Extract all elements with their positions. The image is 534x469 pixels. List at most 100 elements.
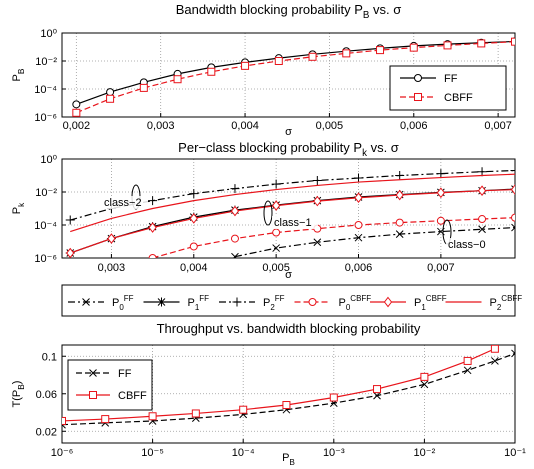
y-tick-label: 10⁻² xyxy=(35,56,57,68)
marker xyxy=(139,83,148,92)
marker xyxy=(414,74,422,82)
y-axis-label: Pk xyxy=(11,202,26,214)
marker xyxy=(511,349,515,358)
marker xyxy=(66,247,75,258)
series-line xyxy=(70,173,515,233)
marker xyxy=(272,228,281,237)
text-part: Bandwidth blocking probability P xyxy=(176,2,363,17)
marker xyxy=(230,184,240,194)
legend-box xyxy=(67,359,153,411)
marker xyxy=(477,39,486,48)
legend-label: P1FF xyxy=(188,294,210,312)
marker xyxy=(511,37,515,46)
marker xyxy=(491,357,499,365)
x-tick-label: 0,002 xyxy=(63,120,91,132)
plot-area xyxy=(62,345,515,429)
text-part: B xyxy=(289,458,295,467)
marker xyxy=(65,215,75,225)
x-tick-label: 0,007 xyxy=(427,262,455,274)
marker xyxy=(89,391,97,399)
marker xyxy=(420,380,429,389)
marker xyxy=(308,52,317,61)
marker xyxy=(106,94,115,103)
legend-sup: CBFF xyxy=(426,294,447,303)
legend-label: P2FF xyxy=(263,294,285,312)
marker xyxy=(409,43,418,52)
legend-name: P xyxy=(263,297,270,309)
legend-name: CBFF xyxy=(444,92,473,104)
marker xyxy=(354,192,363,204)
marker xyxy=(272,244,280,252)
marker xyxy=(511,223,515,232)
legend-box xyxy=(389,65,507,111)
text-part: P xyxy=(11,207,23,214)
plot-frame xyxy=(61,32,516,118)
annotation: class−0 xyxy=(448,239,486,251)
series-line xyxy=(76,40,515,105)
annotation-ellipse xyxy=(263,200,273,226)
marker xyxy=(510,184,515,195)
marker xyxy=(414,93,422,101)
legend-name: P xyxy=(188,297,195,309)
marker xyxy=(329,393,338,402)
marker xyxy=(477,185,487,197)
legend-sub: 0 xyxy=(119,303,124,312)
y-axis-label: PB xyxy=(11,68,26,81)
series-line xyxy=(70,188,515,254)
annotation-bg xyxy=(272,216,318,229)
text-part: ) xyxy=(11,381,23,385)
legend-sub: 0 xyxy=(346,303,351,312)
marker xyxy=(395,171,405,180)
legend-label: FF xyxy=(118,368,132,380)
text-part: B xyxy=(17,384,26,390)
marker xyxy=(354,173,364,183)
marker xyxy=(313,195,322,207)
marker xyxy=(106,88,115,97)
marker xyxy=(436,187,446,199)
marker xyxy=(463,366,472,375)
x-tick-label: 0,004 xyxy=(231,120,259,132)
marker xyxy=(376,46,385,55)
series-line xyxy=(62,352,515,426)
x-tick-label: 0,005 xyxy=(262,262,290,274)
marker xyxy=(173,75,182,84)
x-axis-label: PB xyxy=(282,452,295,467)
y-axis-label: T(PB) xyxy=(11,381,26,408)
legend-name: P xyxy=(490,297,497,309)
legend-label: CBFF xyxy=(118,390,147,402)
x-tick-label: 0,006 xyxy=(345,262,373,274)
marker xyxy=(395,230,404,238)
x-tick-label: 0,003 xyxy=(98,262,126,274)
y-tick-label: 10⁻² xyxy=(35,187,57,199)
series-line xyxy=(152,217,515,258)
legend-label: P2CBFF xyxy=(490,294,523,312)
y-tick-label: 10⁻⁴ xyxy=(34,220,57,232)
legend-name: P xyxy=(414,297,421,309)
marker xyxy=(383,296,393,308)
marker xyxy=(354,233,363,242)
text-part: B xyxy=(363,10,370,21)
y-tick-label: 0.06 xyxy=(36,389,57,401)
marker xyxy=(511,213,515,222)
marker xyxy=(189,242,198,251)
marker xyxy=(308,298,317,306)
marker xyxy=(189,213,198,224)
x-axis-label: σ xyxy=(285,269,292,281)
chart-title: Per−class blocking probability Pk vs. σ xyxy=(178,140,399,159)
marker xyxy=(443,41,452,50)
marker xyxy=(478,225,486,234)
marker xyxy=(312,175,322,185)
marker xyxy=(157,297,166,307)
marker xyxy=(271,179,281,189)
marker xyxy=(89,369,97,377)
x-tick-label: 0,003 xyxy=(147,120,175,132)
marker xyxy=(241,61,250,70)
text-part: T(P xyxy=(11,390,23,408)
legend-sub: 1 xyxy=(421,303,426,312)
marker xyxy=(239,405,248,414)
marker xyxy=(274,57,283,65)
marker xyxy=(395,189,404,201)
marker xyxy=(72,100,81,109)
legend-label: P0FF xyxy=(112,294,134,312)
marker xyxy=(232,297,242,307)
